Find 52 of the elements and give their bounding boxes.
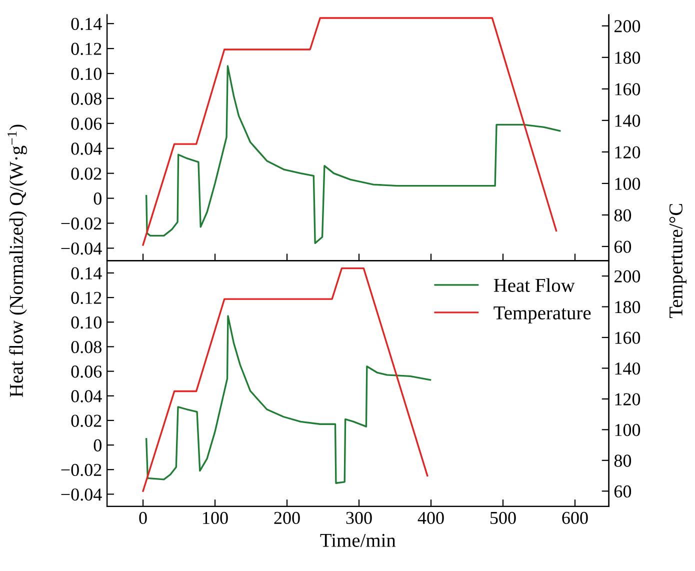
y-tick-label: 0.12	[71, 42, 102, 56]
y-tick-label: −0.02	[61, 464, 102, 476]
y2-tick-label: 120	[615, 393, 640, 406]
y-tick-label: 0.10	[71, 316, 102, 329]
x-tick-label: 200	[274, 512, 300, 524]
y-tick-label: 0.04	[71, 390, 102, 402]
y-tick-label: 0	[94, 192, 102, 205]
x-tick-label: 100	[203, 512, 228, 524]
x-tick-label: 600	[562, 512, 588, 524]
y2-tick-label: 140	[615, 362, 640, 375]
y2-tick-label: 120	[615, 146, 640, 158]
y2-tick-label: 60	[614, 485, 632, 498]
y-tick-label: −0.04	[61, 242, 102, 255]
y-axis-title: Heat flow (Normalized) Q/(W·g$^{−1}$)	[8, 124, 27, 397]
y2-tick-label: 160	[615, 332, 640, 344]
x-tick-label: 500	[490, 512, 516, 524]
y2-tick-label: 140	[615, 114, 640, 127]
y-tick-label: 0.02	[71, 168, 102, 180]
y2-tick-label: 80	[614, 454, 632, 467]
y-tick-label: 0.12	[71, 292, 102, 304]
y-tick-label: 0.08	[71, 340, 102, 354]
y-tick-label: 0.06	[71, 366, 102, 378]
line-series	[142, 268, 428, 492]
y2-tick-label: 80	[614, 209, 632, 222]
legend-label: Temperature	[494, 306, 591, 324]
y2-tick-label: 100	[615, 178, 640, 190]
legend-label: Heat Flow	[494, 278, 575, 292]
line-series	[146, 315, 432, 484]
y-tick-label: 0.08	[71, 92, 102, 105]
y-tick-label: 0.06	[71, 118, 102, 130]
x-tick-label: 300	[346, 512, 372, 524]
y-tick-label: 0.02	[71, 414, 102, 427]
y2-tick-label: 200	[614, 270, 640, 282]
x-tick-label: 400	[418, 512, 444, 524]
y2-tick-label: 180	[615, 52, 640, 64]
x-axis-title: Time/min	[320, 534, 396, 547]
y2-tick-label: 100	[615, 424, 640, 436]
y2-axis-title: Temperture/°C	[669, 204, 686, 318]
y2-tick-label: 180	[615, 301, 640, 314]
y2-tick-label: 160	[615, 83, 640, 96]
y2-tick-label: 60	[614, 240, 632, 253]
x-tick-label: 0	[139, 512, 147, 524]
line-series	[146, 65, 561, 244]
y2-tick-label: 200	[614, 20, 640, 32]
y-tick-label: 0.14	[71, 18, 102, 30]
y-tick-label: 0.04	[71, 142, 102, 155]
line-series	[142, 17, 558, 246]
y-tick-label: 0.14	[71, 267, 102, 280]
y-tick-label: 0.10	[71, 68, 102, 80]
y-tick-label: 0	[94, 439, 102, 452]
y-tick-label: −0.02	[61, 217, 102, 230]
y-tick-label: −0.04	[61, 488, 102, 501]
